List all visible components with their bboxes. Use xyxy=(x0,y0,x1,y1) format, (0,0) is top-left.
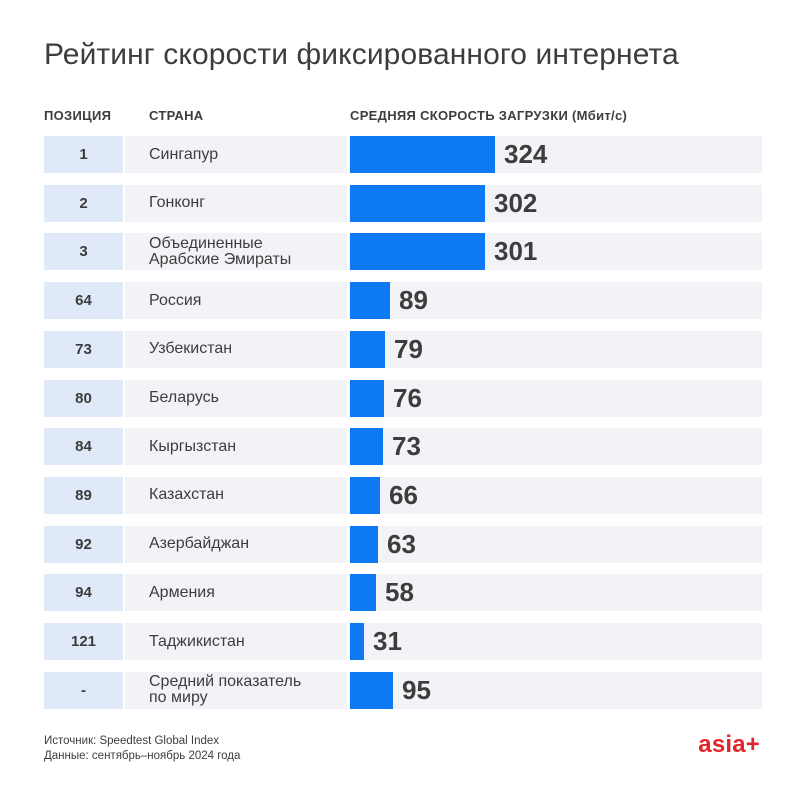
table-row: - Средний показатель по миру 95 xyxy=(44,671,762,709)
period-line: Данные: сентябрь–ноябрь 2024 года xyxy=(44,750,241,762)
country-name-line: Средний показатель xyxy=(149,673,302,691)
country-name-line: Беларусь xyxy=(149,389,219,406)
country-cell: Таджикистан xyxy=(125,623,347,660)
country-name-line: Гонконг xyxy=(149,194,206,212)
position-cell: 84 xyxy=(44,428,123,466)
position-cell: 3 xyxy=(44,233,123,271)
country-cell: Кыргызстан xyxy=(125,428,347,466)
speed-cell: 73 xyxy=(349,428,762,466)
speed-bar xyxy=(350,428,383,466)
speed-value-label: 66 xyxy=(389,479,418,510)
country-cell: Азербайджан xyxy=(125,525,347,563)
speed-bar xyxy=(350,623,364,660)
country-cell: Сингапур xyxy=(125,136,347,173)
position-cell: 64 xyxy=(44,282,123,320)
position-cell: 92 xyxy=(44,525,123,563)
country-name-line: Армения xyxy=(149,583,215,601)
header-speed: СРЕДНЯЯ СКОРОСТЬ ЗАГРУЗКИ (Мбит/с) xyxy=(350,108,628,123)
speed-bar xyxy=(350,233,485,271)
speed-bar xyxy=(350,282,390,320)
country-cell: Армения xyxy=(125,574,347,612)
country-cell: Россия xyxy=(125,282,347,320)
speed-bar xyxy=(350,136,495,173)
speed-cell: 58 xyxy=(349,574,762,612)
position-cell: 1 xyxy=(44,136,123,173)
country-name-line: Объединенные xyxy=(149,234,263,252)
speed-value-label: 73 xyxy=(392,431,421,462)
country-cell: Беларусь xyxy=(125,379,347,417)
country-cell: Объединенные Арабские Эмираты xyxy=(125,233,347,271)
table-row: 1 Сингапур 324 xyxy=(44,136,762,173)
country-name-line: Казахстан xyxy=(149,486,224,504)
speed-value-label: 324 xyxy=(504,139,548,169)
table-row: 121 Таджикистан 31 xyxy=(44,623,762,660)
speed-cell: 95 xyxy=(349,671,762,709)
position-cell: 2 xyxy=(44,184,123,222)
country-name-line: Кыргызстан xyxy=(149,437,237,455)
country-name-line: Арабские Эмираты xyxy=(149,250,292,268)
speed-bar xyxy=(350,330,385,368)
table-row: 3 Объединенные Арабские Эмираты 301 xyxy=(44,233,762,271)
page-title: Рейтинг скорости фиксированного интернет… xyxy=(44,38,679,71)
speed-value-label: 301 xyxy=(494,236,538,267)
position-cell: 121 xyxy=(44,623,123,660)
country-name-line: Россия xyxy=(149,291,202,309)
source-note: Источник: Speedtest Global Index Данные:… xyxy=(44,734,240,764)
table-row: 73 Узбекистан 79 xyxy=(44,330,762,368)
position-cell: 73 xyxy=(44,330,123,368)
header-country: СТРАНА xyxy=(149,108,204,123)
speed-cell: 76 xyxy=(349,379,762,417)
table-row: 84 Кыргызстан 73 xyxy=(44,428,762,466)
speed-value-label: 58 xyxy=(385,577,414,608)
speed-value-label: 89 xyxy=(399,285,428,316)
position-cell: 89 xyxy=(44,476,123,514)
position-cell: - xyxy=(44,671,123,709)
asia-plus-logo: asia+ xyxy=(698,731,760,758)
speed-bar xyxy=(350,379,384,417)
position-cell: 94 xyxy=(44,574,123,612)
position-cell: 80 xyxy=(44,379,123,417)
country-name-line: Узбекистан xyxy=(149,340,233,358)
speed-bar xyxy=(350,476,380,514)
speed-cell: 89 xyxy=(349,282,762,320)
speed-value-label: 31 xyxy=(373,626,402,656)
country-name-line: Сингапур xyxy=(149,145,219,163)
speed-bar xyxy=(350,184,485,222)
country-name-line: по миру xyxy=(149,689,208,707)
country-cell: Средний показатель по миру xyxy=(125,671,347,709)
speed-value-label: 63 xyxy=(387,528,416,559)
country-name-line: Азербайджан xyxy=(149,535,250,553)
speed-cell: 63 xyxy=(349,525,762,563)
table-row: 2 Гонконг 302 xyxy=(44,184,762,222)
speed-value-label: 302 xyxy=(494,187,538,218)
header-position: ПОЗИЦИЯ xyxy=(44,108,112,123)
country-name-line: Таджикистан xyxy=(149,632,245,650)
speed-cell: 302 xyxy=(349,184,762,222)
speed-value-label: 79 xyxy=(394,333,423,364)
table-row: 94 Армения 58 xyxy=(44,574,762,612)
speed-value-label: 95 xyxy=(402,674,431,705)
source-line: Источник: Speedtest Global Index xyxy=(44,735,220,747)
table-row: 89 Казахстан 66 xyxy=(44,476,762,514)
speed-value-label: 76 xyxy=(393,382,422,413)
country-cell: Казахстан xyxy=(125,476,347,514)
speed-bar xyxy=(350,671,393,709)
speed-bar xyxy=(350,574,376,612)
table-row: 64 Россия 89 xyxy=(44,282,762,320)
country-cell: Узбекистан xyxy=(125,330,347,368)
table-row: 92 Азербайджан 63 xyxy=(44,525,762,563)
country-cell: Гонконг xyxy=(125,184,347,222)
speed-cell: 301 xyxy=(349,233,762,271)
speed-cell: 324 xyxy=(349,136,762,173)
speed-cell: 79 xyxy=(349,330,762,368)
speed-cell: 31 xyxy=(349,623,762,660)
speed-bar xyxy=(350,525,378,563)
table-row: 80 Беларусь 76 xyxy=(44,379,762,417)
speed-cell: 66 xyxy=(349,476,762,514)
